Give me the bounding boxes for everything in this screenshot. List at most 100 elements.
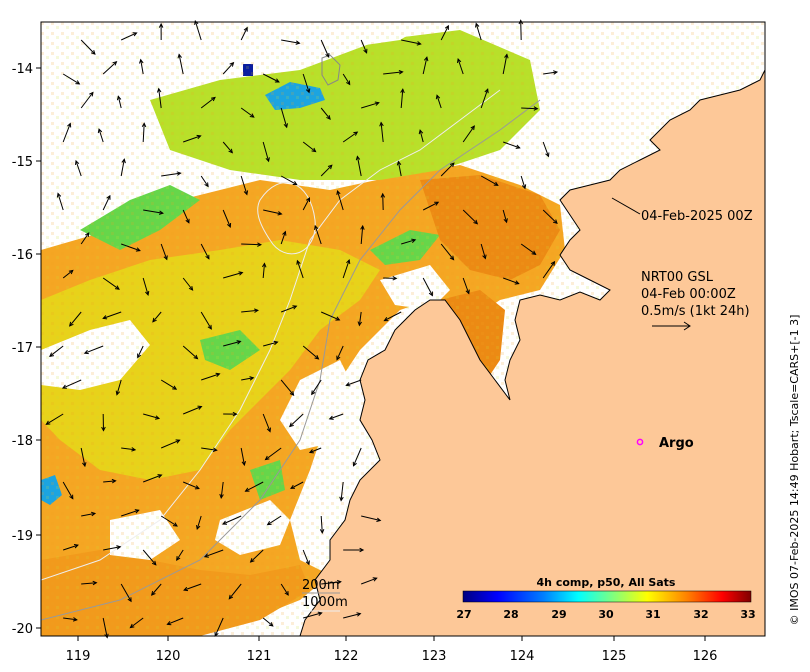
current-vector xyxy=(462,209,478,225)
current-vector xyxy=(220,481,224,498)
current-vector-head xyxy=(533,106,539,111)
argo-float-marker[interactable] xyxy=(636,438,644,446)
current-vector-head xyxy=(521,184,527,190)
current-vector-head xyxy=(229,61,235,67)
current-vector-head xyxy=(531,250,537,255)
y-tick-label: -20 xyxy=(12,622,33,637)
current-vector xyxy=(200,311,212,330)
current-vector xyxy=(353,447,362,466)
current-vector-head xyxy=(514,280,520,285)
current-vector xyxy=(196,515,202,530)
current-vector xyxy=(280,305,297,313)
current-vector xyxy=(143,413,160,419)
current-vector xyxy=(200,175,209,187)
current-vector-head xyxy=(215,372,221,378)
current-vector xyxy=(200,97,216,109)
current-vector-head xyxy=(306,197,310,202)
current-vector xyxy=(314,225,322,245)
current-vector xyxy=(222,209,231,228)
current-vector xyxy=(121,447,136,451)
current-vector-head xyxy=(356,612,362,617)
current-vector-head xyxy=(135,247,141,252)
x-axis: 119 120 121 122 123 124 125 126 xyxy=(66,636,717,664)
current-vector xyxy=(543,71,558,75)
colorbar-tick: 33 xyxy=(740,608,755,621)
colorbar-tick: 29 xyxy=(551,608,566,621)
current-vector xyxy=(329,413,344,420)
current-vector xyxy=(75,160,82,177)
current-vector xyxy=(160,243,168,260)
current-vector-head xyxy=(295,40,301,45)
current-vector xyxy=(194,20,202,41)
current-vector xyxy=(280,379,294,396)
current-vector-head xyxy=(288,422,294,428)
current-vector-head xyxy=(194,19,199,25)
current-vector xyxy=(440,162,455,177)
current-vector-head xyxy=(249,376,255,381)
current-vector-head xyxy=(357,321,363,327)
current-vector xyxy=(520,175,526,189)
current-vector-head xyxy=(157,474,163,479)
current-vector-head xyxy=(305,560,310,566)
x-tick-label: 123 xyxy=(422,649,447,664)
current-vector xyxy=(222,515,242,525)
current-vector-head xyxy=(254,308,260,313)
current-vector xyxy=(356,156,362,177)
y-tick-label: -18 xyxy=(12,434,33,449)
current-vector xyxy=(400,89,404,109)
current-vector xyxy=(503,141,520,149)
current-vector xyxy=(80,232,90,245)
current-vector xyxy=(49,345,64,357)
current-vector-head xyxy=(374,101,380,106)
current-vector-head xyxy=(372,577,378,582)
current-vector-head xyxy=(311,390,316,396)
current-vector-head xyxy=(545,152,550,158)
y-tick-label: -17 xyxy=(12,341,33,356)
current-vector-head xyxy=(89,91,94,97)
contour-label-1000m: 1000m xyxy=(302,595,348,610)
current-vector-head xyxy=(504,53,509,59)
current-vector xyxy=(182,345,198,359)
current-vector xyxy=(223,340,241,347)
current-vector-head xyxy=(67,122,72,128)
current-vector-head xyxy=(210,96,216,102)
current-vector-head xyxy=(398,70,404,75)
current-legend-scale: 0.5m/s (1kt 24h) xyxy=(641,304,750,319)
current-vector-head xyxy=(314,355,320,360)
current-vector-head xyxy=(228,594,234,600)
colorbar-tick: 31 xyxy=(645,608,660,621)
current-vector xyxy=(419,130,424,143)
y-tick-label: -19 xyxy=(12,529,33,544)
y-axis: -14 -15 -16 -17 -18 -19 -20 xyxy=(12,62,41,637)
current-vector-head xyxy=(376,517,382,522)
current-vector xyxy=(143,209,163,214)
current-vector-head xyxy=(129,623,135,629)
current-vector-head xyxy=(283,123,288,129)
current-vector-head xyxy=(176,556,181,562)
current-vector xyxy=(361,577,377,585)
current-vector xyxy=(342,73,351,85)
current-vector-head xyxy=(115,390,121,396)
current-vector-head xyxy=(379,121,384,127)
current-vector-head xyxy=(296,259,301,265)
current-vector xyxy=(542,209,558,224)
current-vector-head xyxy=(83,349,89,355)
current-vector-head xyxy=(75,159,80,165)
current-vector-head xyxy=(219,493,224,500)
current-vector-head xyxy=(396,160,402,166)
current-vector-head xyxy=(193,354,199,360)
current-vector-head xyxy=(353,131,359,136)
current-vector-head xyxy=(392,275,398,281)
current-vector xyxy=(182,277,193,291)
current-vector-head xyxy=(308,449,314,454)
current-vector xyxy=(57,193,64,211)
current-vector xyxy=(241,377,254,381)
current-vector-head xyxy=(428,291,433,297)
current-vector-head xyxy=(473,219,479,225)
current-vector xyxy=(142,123,145,143)
current-vector-head xyxy=(314,224,319,230)
current-vector-head xyxy=(121,158,126,164)
current-vector-head xyxy=(205,254,210,260)
current-vector xyxy=(214,617,224,637)
